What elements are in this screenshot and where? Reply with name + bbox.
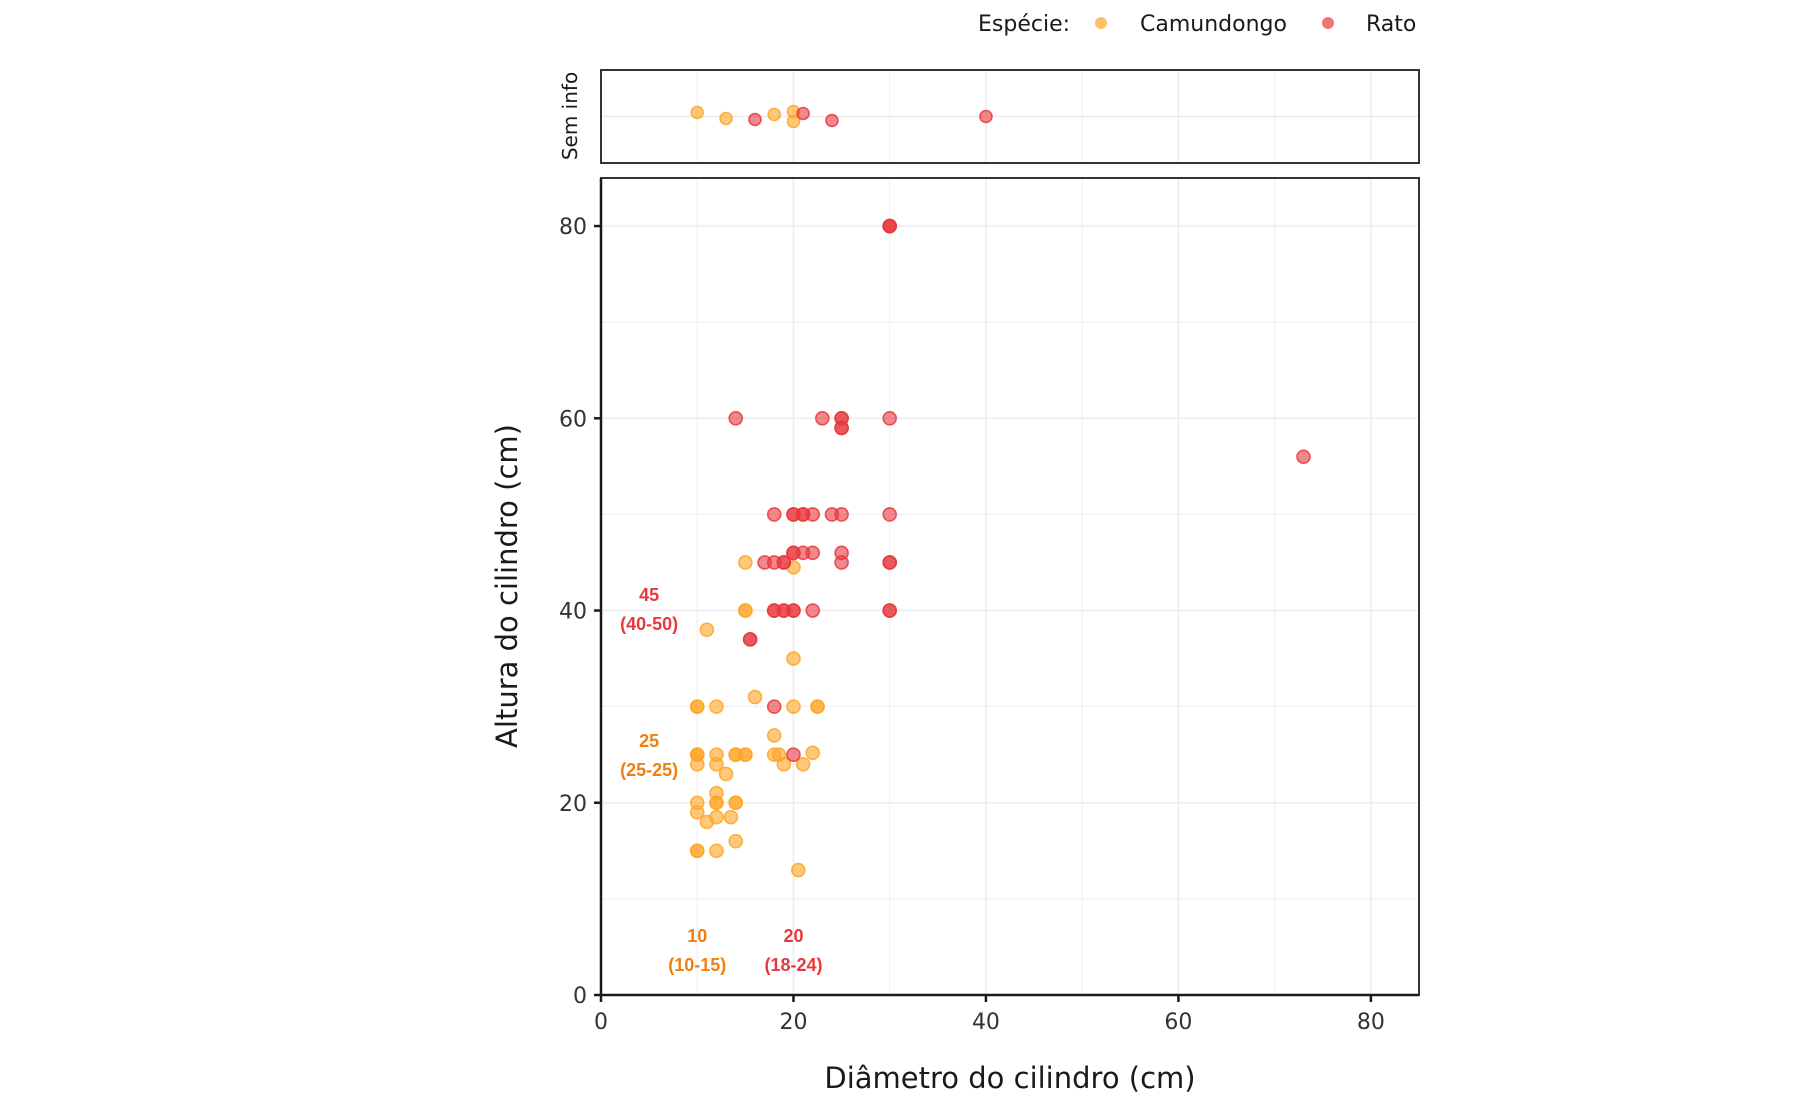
data-point-camundongo xyxy=(718,766,734,782)
no-info-point-rato xyxy=(979,109,993,124)
summary-label: 10 (10-15) xyxy=(668,926,726,975)
y-tick-label: 0 xyxy=(573,984,587,1009)
x-tick-label: 0 xyxy=(594,1010,608,1035)
data-point-camundongo xyxy=(776,757,792,772)
data-point-rato xyxy=(1296,449,1311,465)
data-point-camundongo xyxy=(689,699,705,714)
data-point-camundongo xyxy=(709,843,724,859)
y-tick-label: 40 xyxy=(559,600,587,625)
no-info-panel-label: Sem info xyxy=(558,72,582,160)
data-point-rato xyxy=(805,545,821,561)
summary-label-line: 25 xyxy=(639,731,659,751)
summary-label: 20 (18-24) xyxy=(764,926,822,975)
legend-label-rato: Rato xyxy=(1366,12,1416,37)
data-point-camundongo xyxy=(810,699,825,714)
data-point-rato xyxy=(834,410,849,426)
no-info-point-camundongo xyxy=(767,107,782,122)
x-tick-label: 20 xyxy=(779,1010,807,1035)
data-point-camundongo xyxy=(747,689,763,705)
data-point-rato xyxy=(882,410,898,426)
data-point-camundongo xyxy=(738,555,753,570)
legend-label-camundongo: Camundongo xyxy=(1140,12,1287,37)
legend-title: Espécie: xyxy=(978,12,1070,37)
data-point-rato xyxy=(834,507,849,522)
data-point-camundongo xyxy=(709,809,724,825)
data-point-rato xyxy=(882,507,898,522)
data-point-camundongo xyxy=(709,747,724,763)
no-info-panel: Sem info xyxy=(558,69,1420,164)
main-panel-points xyxy=(689,218,1311,878)
y-tick-label: 80 xyxy=(559,215,587,240)
data-point-rato xyxy=(815,410,830,426)
x-axis: 0 20 40 60 80 xyxy=(594,993,1419,1035)
data-point-rato xyxy=(882,555,898,570)
data-point-rato xyxy=(766,699,782,714)
summary-label: 25 (25-25) xyxy=(620,731,678,780)
summary-label: 45 (40-50) xyxy=(620,585,678,634)
data-point-camundongo xyxy=(689,747,705,763)
data-point-rato xyxy=(786,747,801,763)
summary-label-line: 10 xyxy=(687,926,707,946)
y-axis-title: Altura do cilindro (cm) xyxy=(490,424,524,748)
data-point-camundongo xyxy=(728,833,744,849)
data-point-rato xyxy=(882,218,898,234)
data-point-camundongo xyxy=(786,699,801,714)
data-point-camundongo xyxy=(689,843,705,859)
summary-label-line: 20 xyxy=(783,926,803,946)
data-point-camundongo xyxy=(709,699,724,714)
summary-label-line: (18-24) xyxy=(764,955,822,975)
summary-label-line: (40-50) xyxy=(620,614,678,634)
summary-label-line: (25-25) xyxy=(620,760,678,780)
x-tick-label: 80 xyxy=(1357,1010,1385,1035)
y-tick-label: 20 xyxy=(559,792,587,817)
legend-marker-rato xyxy=(1322,17,1334,29)
data-point-camundongo xyxy=(795,757,811,772)
main-panel-background xyxy=(601,178,1419,995)
no-info-panel-points xyxy=(690,104,993,129)
data-point-rato xyxy=(766,507,782,522)
summary-annotations: 45 (40-50) 25 (25-25) 10 (10-15) 20 (18-24) xyxy=(620,585,822,975)
summary-label-line: 45 xyxy=(639,585,659,605)
x-tick-label: 40 xyxy=(972,1010,1000,1035)
data-point-camundongo xyxy=(689,795,705,811)
legend-marker-camundongo xyxy=(1095,17,1107,29)
no-info-point-rato xyxy=(796,106,810,121)
data-point-rato xyxy=(786,603,801,618)
data-point-camundongo xyxy=(766,728,782,743)
data-point-rato xyxy=(805,603,821,618)
main-plot-panel: 45 (40-50) 25 (25-25) 10 (10-15) 20 (18-24) 0 20… xyxy=(559,177,1420,1035)
x-axis-title: Diâmetro do cilindro (cm) xyxy=(824,1061,1195,1095)
x-tick-label: 60 xyxy=(1164,1010,1192,1035)
data-point-rato xyxy=(805,507,821,522)
y-tick-label: 60 xyxy=(559,407,587,432)
data-point-camundongo xyxy=(786,651,801,666)
data-point-camundongo xyxy=(738,747,753,763)
data-point-camundongo xyxy=(699,622,715,638)
data-point-camundongo xyxy=(805,745,821,761)
no-info-point-camundongo xyxy=(719,111,733,126)
legend: Espécie: Camundongo Rato xyxy=(978,12,1416,37)
data-point-rato xyxy=(882,603,898,618)
data-point-rato xyxy=(728,410,744,426)
no-info-point-rato xyxy=(825,113,839,128)
data-point-rato xyxy=(776,555,792,570)
data-point-camundongo xyxy=(738,603,753,618)
y-axis: 0 20 40 60 80 xyxy=(559,178,603,1009)
data-point-camundongo xyxy=(723,809,739,825)
no-info-panel-border xyxy=(600,69,1420,164)
summary-label-line: (10-15) xyxy=(668,955,726,975)
data-point-camundongo xyxy=(709,785,724,801)
no-info-point-camundongo xyxy=(690,105,705,120)
data-point-rato xyxy=(834,545,849,561)
no-info-point-rato xyxy=(748,112,762,127)
data-point-camundongo xyxy=(790,862,806,878)
data-point-rato xyxy=(742,632,758,647)
data-point-camundongo xyxy=(728,795,744,811)
